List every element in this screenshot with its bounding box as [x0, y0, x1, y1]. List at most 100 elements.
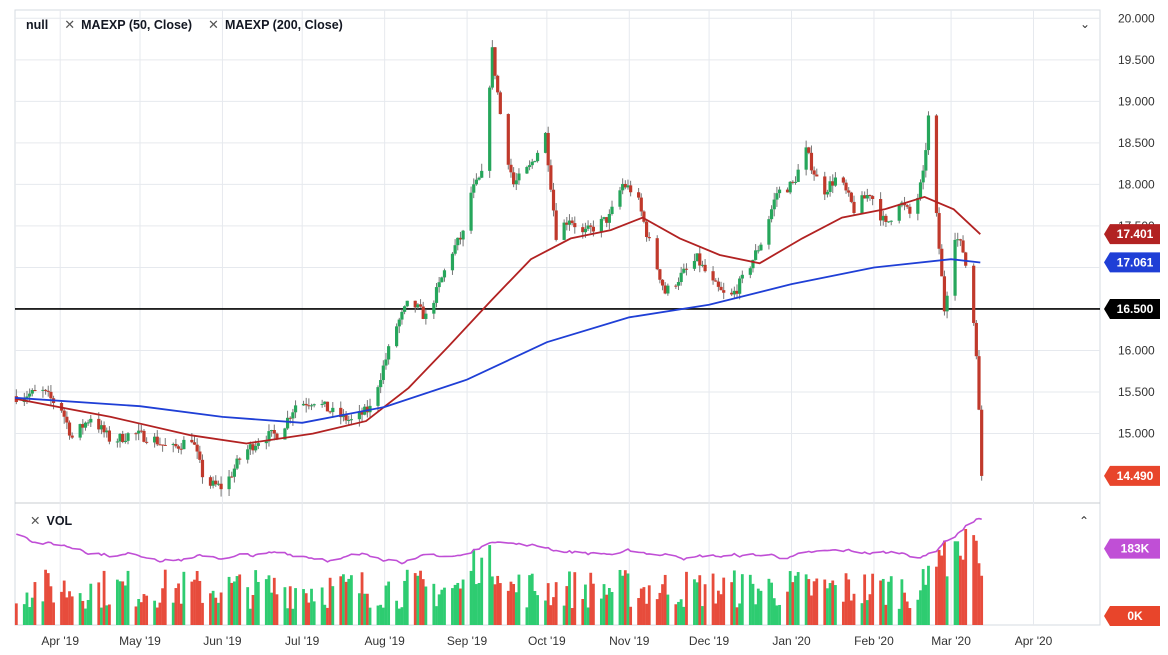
candle-body: [200, 459, 205, 478]
candle: [871, 195, 875, 206]
candle: [695, 253, 699, 262]
candle: [714, 278, 718, 282]
volume-bar: [158, 602, 162, 625]
candle: [347, 415, 351, 426]
candle: [83, 421, 88, 431]
candle-body: [847, 190, 851, 193]
volume-bar: [474, 584, 478, 625]
volume-bar: [320, 587, 324, 625]
candle-body: [450, 253, 455, 271]
volume-bar: [889, 576, 893, 625]
candle: [246, 445, 250, 464]
candle-body: [618, 190, 622, 207]
candle: [155, 430, 159, 447]
volume-legend: ✕ VOL: [30, 514, 73, 528]
volume-bar: [626, 573, 630, 625]
candle: [293, 400, 298, 419]
volume-bar: [961, 559, 965, 625]
volume-bar: [847, 579, 851, 625]
candle: [793, 176, 798, 185]
candle-body: [972, 265, 976, 323]
candle-body: [934, 115, 939, 214]
volume-bar: [714, 603, 718, 625]
candle: [126, 432, 130, 445]
candle: [514, 173, 518, 191]
volume-bar: [703, 584, 707, 625]
chevron-down-icon[interactable]: ⌄: [1080, 17, 1091, 31]
candle-body: [740, 274, 744, 279]
candle: [291, 408, 295, 426]
candle: [81, 419, 85, 435]
candle-body: [145, 441, 149, 443]
candle-body: [376, 387, 380, 406]
ma50-price-tag: 17.401: [1104, 224, 1160, 245]
candle-body: [626, 185, 630, 188]
candle-body: [227, 476, 231, 490]
volume-bar: [219, 592, 223, 625]
legend-ma200[interactable]: ✕ MAEXP (200, Close): [208, 17, 343, 32]
candle: [368, 398, 372, 419]
chevron-up-icon[interactable]: ⌃: [1079, 514, 1090, 528]
candle-body: [283, 428, 287, 440]
candle-body: [825, 191, 830, 195]
candle: [339, 401, 343, 425]
volume-bar: [544, 600, 547, 625]
volume-bar: [905, 601, 909, 625]
volume-zero-tag-bg: [1104, 606, 1160, 626]
volume-bar: [841, 601, 845, 625]
volume-bar: [610, 592, 614, 625]
volume-bar: [235, 576, 239, 625]
candle: [865, 188, 869, 202]
close-icon[interactable]: ✕: [64, 17, 76, 32]
chart-grid: [14, 9, 1101, 626]
volume-bar: [530, 573, 534, 625]
candle: [195, 438, 199, 459]
candle-body: [158, 444, 162, 446]
candle: [307, 398, 311, 410]
volume-bar: [754, 604, 758, 625]
candle: [660, 279, 665, 291]
close-icon[interactable]: ✕: [208, 17, 219, 32]
candle: [477, 176, 481, 181]
candle-body: [868, 194, 872, 197]
candle-body: [730, 292, 734, 295]
volume-bar: [884, 604, 888, 625]
candle-body: [105, 430, 109, 433]
volume-bar: [637, 598, 641, 625]
candle-body: [267, 431, 271, 442]
hline-price-tag-text: 16.500: [1117, 302, 1154, 316]
ma200-price-tag: 17.061: [1104, 252, 1160, 273]
candle: [158, 437, 162, 446]
volume-bar: [831, 580, 835, 625]
volume-bar: [958, 555, 962, 625]
volume-bar: [108, 604, 111, 625]
volume-bar: [227, 576, 231, 625]
candle: [493, 47, 497, 80]
candle: [379, 373, 383, 394]
candle-body: [964, 252, 968, 266]
volume-bar: [52, 602, 55, 625]
close-icon[interactable]: ✕: [30, 514, 41, 528]
candle: [621, 178, 625, 195]
volume-bar: [844, 573, 848, 625]
candle-body: [698, 253, 702, 266]
volume-bar: [599, 598, 603, 625]
volume-bar: [342, 574, 345, 625]
volume-bar: [581, 598, 585, 625]
candle-body: [573, 223, 577, 228]
candle: [434, 282, 439, 308]
candle: [171, 442, 175, 453]
candle-body: [264, 441, 268, 444]
candle: [139, 424, 143, 433]
candle: [722, 282, 726, 300]
volume-bar: [416, 575, 420, 625]
candle: [418, 299, 423, 308]
legend-ma50[interactable]: ✕ MAEXP (50, Close): [64, 17, 193, 32]
candle-body: [437, 282, 441, 288]
last-price-tag: 14.490: [1104, 465, 1160, 486]
symbol-label: null: [26, 18, 49, 32]
candle: [402, 305, 407, 315]
volume-bar: [459, 588, 462, 625]
price-tick-label: 16.000: [1118, 344, 1155, 358]
